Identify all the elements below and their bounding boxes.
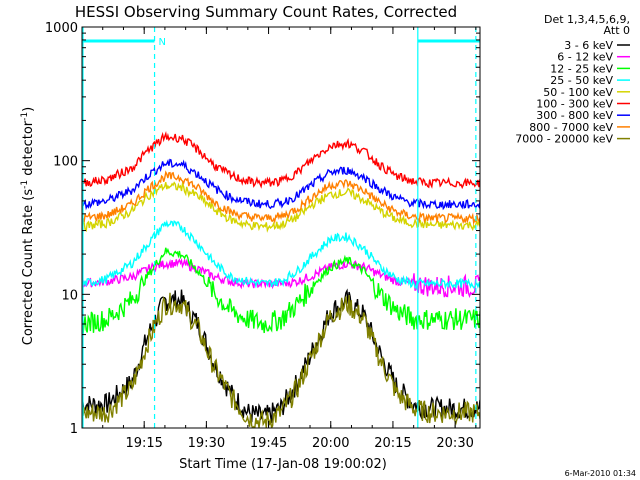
legend-label-7: 800 - 7000 keV [529, 121, 613, 134]
y-axis-label: Corrected Count Rate (s-1 detector-1) [20, 107, 36, 345]
legend-label-6: 300 - 800 keV [536, 109, 613, 122]
x-tick-label-4: 20:15 [374, 436, 411, 451]
x-tick-label-2: 19:45 [250, 436, 287, 451]
y-tick-label-3: 1000 [45, 21, 78, 36]
legend-header-0: Det 1,3,4,5,6,9, [544, 13, 630, 26]
x-tick-label-3: 20:00 [312, 436, 349, 451]
series-line-6 [82, 158, 480, 211]
footer-timestamp: 6-Mar-2010 01:34 [565, 469, 636, 478]
x-tick-label-1: 19:30 [188, 436, 225, 451]
y-tick-label-2: 100 [53, 155, 78, 170]
chart-title: HESSI Observing Summary Count Rates, Cor… [75, 3, 457, 21]
legend-label-0: 3 - 6 keV [564, 39, 613, 52]
legend-label-4: 50 - 100 keV [543, 86, 613, 99]
series-line-7 [82, 170, 480, 226]
axis-ticks: 19:15 19:30 19:45 20:00 20:15 20:30 1 10 100 1000 [45, 21, 480, 451]
series-line-8 [82, 292, 480, 428]
series-line-1 [82, 257, 480, 299]
series-line-4 [82, 181, 480, 233]
plot-frame [81, 26, 481, 429]
y-tick-label-0: 1 [70, 422, 78, 437]
night-markers: N [82, 27, 480, 428]
series-lines [82, 131, 480, 428]
plot-area: N 19:15 19:30 19:45 20:00 20:15 20:30 1 10 100 10… [45, 21, 481, 451]
series-line-3 [82, 219, 480, 291]
legend-label-1: 6 - 12 keV [557, 51, 613, 64]
y-tick-label-1: 10 [61, 288, 78, 303]
x-tick-label-5: 20:30 [436, 436, 473, 451]
series-line-5 [82, 131, 480, 190]
legend-label-5: 100 - 300 keV [536, 98, 613, 111]
night-bar-label: N [159, 37, 166, 48]
legend-label-3: 25 - 50 keV [550, 74, 613, 87]
series-line-2 [82, 247, 480, 335]
x-axis-label: Start Time (17-Jan-08 19:00:02) [179, 457, 387, 472]
legend-header-1: Att 0 [604, 24, 630, 37]
legend-label-8: 7000 - 20000 keV [515, 133, 613, 146]
x-tick-label-0: 19:15 [125, 436, 162, 451]
legend-label-2: 12 - 25 keV [550, 62, 613, 75]
